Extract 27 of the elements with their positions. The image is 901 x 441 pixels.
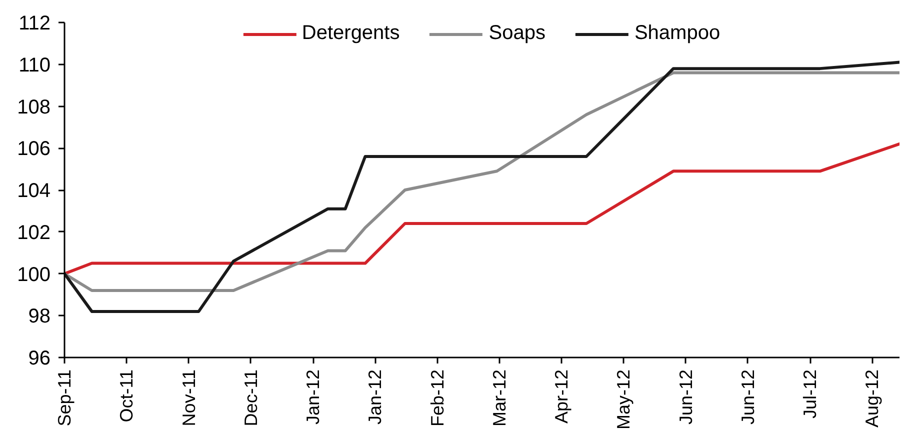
x-tick-label: Nov-11 bbox=[178, 369, 199, 426]
legend-label: Shampoo bbox=[634, 22, 720, 45]
y-tick-label: 106 bbox=[17, 138, 51, 160]
y-tick-label: 104 bbox=[17, 180, 51, 202]
x-tick-label: May-12 bbox=[614, 369, 634, 430]
y-tick-label: 98 bbox=[28, 306, 51, 328]
x-tick-label: Dec-11 bbox=[240, 369, 261, 426]
x-tick-label: Mar-12 bbox=[489, 370, 510, 427]
line-series bbox=[64, 142, 900, 276]
y-tick-label: 102 bbox=[17, 222, 51, 244]
x-tick-label: Sep-11 bbox=[54, 369, 74, 426]
x-tick-label: Jan-12 bbox=[365, 369, 386, 425]
x-tick-label: Jan-12 bbox=[303, 369, 324, 425]
x-tick-label: Feb-12 bbox=[427, 369, 448, 427]
x-tick-label: Jul-12 bbox=[800, 369, 820, 419]
x-tick-label: Jun-12 bbox=[676, 369, 696, 425]
x-tick-label: Aug-12 bbox=[862, 369, 882, 428]
x-tick-label: Oct-11 bbox=[116, 369, 137, 422]
x-tick-label: Jun-12 bbox=[738, 369, 758, 425]
legend-label: Soaps bbox=[488, 22, 546, 45]
y-tick-label: 100 bbox=[17, 264, 51, 286]
y-tick-label: 110 bbox=[18, 54, 51, 76]
legend-label: Detergents bbox=[302, 22, 400, 45]
y-tick-label: 108 bbox=[17, 96, 51, 118]
y-tick-label: 96 bbox=[28, 348, 51, 370]
y-tick-label: 112 bbox=[18, 12, 51, 34]
x-tick-label: Apr-12 bbox=[552, 369, 572, 424]
